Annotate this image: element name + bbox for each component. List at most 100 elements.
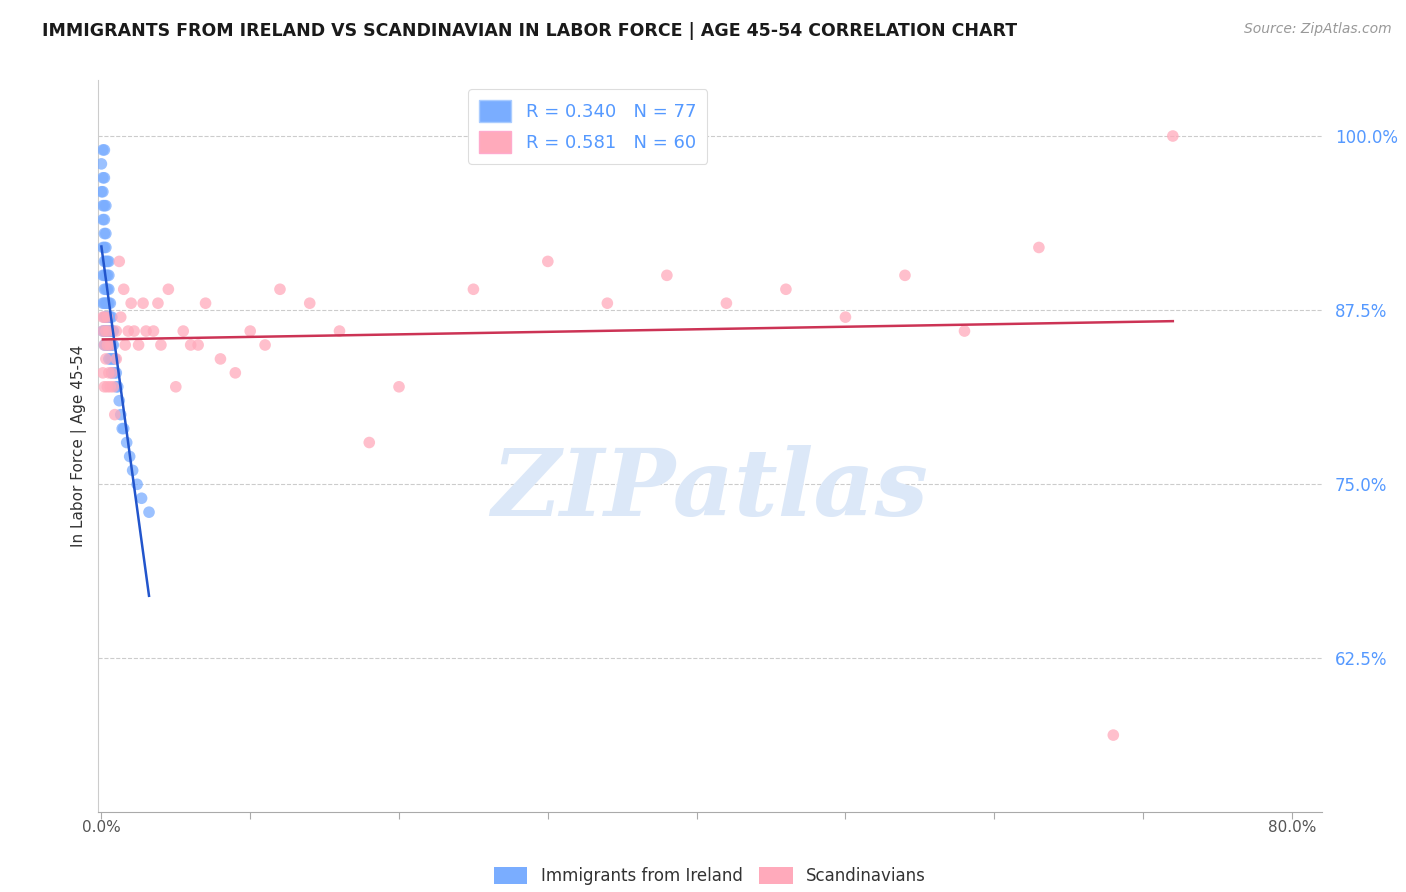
Point: [110, 310, 132, 325]
Legend: Immigrants from Ireland, Scandinavians: Immigrants from Ireland, Scandinavians: [488, 860, 932, 892]
Point: [97, 268, 120, 283]
Point: [94, 351, 117, 366]
Point: [105, 351, 128, 366]
Point: [254, 338, 277, 352]
Point: [101, 324, 124, 338]
Point: [94, 324, 117, 338]
Point: [108, 393, 131, 408]
Point: [96, 338, 118, 352]
Point: [894, 268, 917, 283]
Point: [105, 380, 128, 394]
Point: [655, 268, 678, 283]
Point: [135, 324, 157, 338]
Point: [93, 338, 115, 352]
Point: [94, 282, 117, 296]
Point: [91, 296, 114, 310]
Point: [98, 351, 121, 366]
Point: [101, 310, 124, 325]
Point: [97, 254, 120, 268]
Point: [463, 282, 485, 296]
Point: [97, 310, 120, 325]
Point: [94, 324, 117, 338]
Point: [101, 366, 124, 380]
Point: [187, 338, 209, 352]
Point: [91, 212, 114, 227]
Y-axis label: In Labor Force | Age 45-54: In Labor Force | Age 45-54: [72, 345, 87, 547]
Point: [114, 338, 136, 352]
Point: [105, 324, 128, 338]
Text: 80.0%: 80.0%: [1268, 820, 1316, 835]
Point: [120, 296, 142, 310]
Point: [93, 296, 115, 310]
Point: [103, 380, 125, 394]
Point: [98, 380, 121, 394]
Point: [194, 296, 217, 310]
Point: [127, 477, 149, 491]
Point: [1102, 728, 1125, 742]
Point: [91, 170, 114, 185]
Point: [94, 240, 117, 254]
Point: [103, 324, 125, 338]
Point: [103, 351, 125, 366]
Point: [107, 380, 129, 394]
Point: [128, 338, 150, 352]
Text: Source: ZipAtlas.com: Source: ZipAtlas.com: [1244, 22, 1392, 37]
Point: [93, 268, 115, 283]
Point: [101, 338, 124, 352]
Point: [96, 380, 118, 394]
Point: [103, 338, 125, 352]
Point: [94, 268, 117, 283]
Point: [91, 143, 114, 157]
Point: [93, 199, 115, 213]
Point: [537, 254, 560, 268]
Point: [97, 324, 120, 338]
Point: [101, 351, 124, 366]
Point: [93, 227, 115, 241]
Point: [93, 310, 115, 325]
Point: [91, 199, 114, 213]
Point: [138, 505, 160, 519]
Point: [157, 282, 180, 296]
Point: [96, 296, 118, 310]
Point: [121, 463, 143, 477]
Point: [146, 296, 169, 310]
Point: [91, 324, 114, 338]
Point: [118, 450, 141, 464]
Point: [94, 199, 117, 213]
Point: [97, 366, 120, 380]
Point: [105, 366, 128, 380]
Point: [93, 240, 115, 254]
Point: [953, 324, 976, 338]
Point: [91, 240, 114, 254]
Point: [775, 282, 797, 296]
Point: [716, 296, 738, 310]
Point: [98, 296, 121, 310]
Point: [97, 296, 120, 310]
Point: [97, 282, 120, 296]
Point: [172, 324, 194, 338]
Point: [112, 282, 135, 296]
Point: [98, 324, 121, 338]
Point: [96, 338, 118, 352]
Point: [97, 338, 120, 352]
Point: [93, 170, 115, 185]
Point: [96, 324, 118, 338]
Point: [834, 310, 856, 325]
Point: [97, 324, 120, 338]
Point: [90, 157, 112, 171]
Point: [1161, 128, 1184, 143]
Point: [117, 324, 139, 338]
Point: [93, 143, 115, 157]
Point: [96, 254, 118, 268]
Point: [96, 310, 118, 325]
Point: [98, 338, 121, 352]
Point: [97, 351, 120, 366]
Text: 0.0%: 0.0%: [82, 820, 121, 835]
Point: [115, 435, 138, 450]
Point: [328, 324, 350, 338]
Point: [93, 254, 115, 268]
Point: [101, 366, 124, 380]
Point: [94, 227, 117, 241]
Point: [112, 421, 135, 435]
Point: [91, 324, 114, 338]
